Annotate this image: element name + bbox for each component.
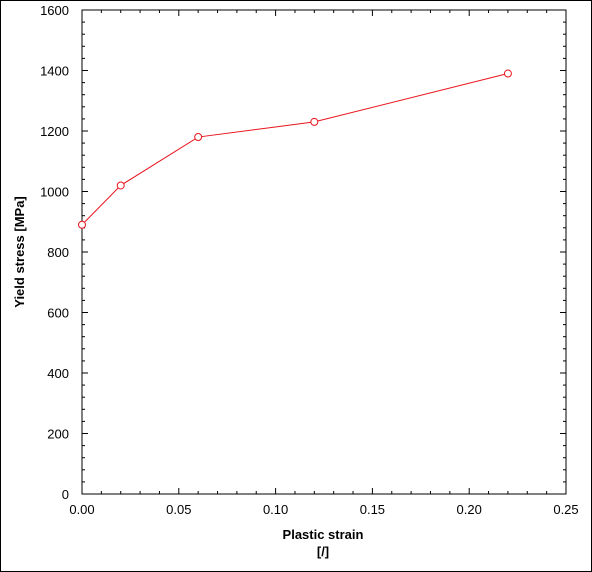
x-axis-ticks: 0.00 0.05 0.10 0.15 0.20 0.25 bbox=[69, 10, 579, 517]
y-tick-label: 600 bbox=[47, 306, 69, 321]
x-tick-label: 0.05 bbox=[166, 502, 191, 517]
x-tick-label: 0.20 bbox=[457, 502, 482, 517]
y-tick-label: 1000 bbox=[40, 185, 69, 200]
y-axis-title: Yield stress [MPa] bbox=[12, 196, 27, 308]
x-tick-label: 0.00 bbox=[69, 502, 94, 517]
series-layer bbox=[78, 69, 512, 229]
plot-area bbox=[81, 9, 567, 495]
y-tick-label: 0 bbox=[62, 487, 69, 502]
x-axis-title: Plastic strain bbox=[283, 527, 364, 542]
data-point bbox=[78, 220, 86, 229]
y-tick-label: 400 bbox=[47, 366, 69, 381]
x-tick-label: 0.15 bbox=[360, 502, 385, 517]
data-point bbox=[116, 181, 125, 190]
x-tick-label: 0.25 bbox=[553, 502, 578, 517]
data-point bbox=[194, 133, 203, 142]
x-axis-unit: [/] bbox=[317, 544, 329, 559]
y-tick-label: 1400 bbox=[40, 64, 69, 79]
y-tick-label: 200 bbox=[47, 427, 69, 442]
y-tick-label: 1600 bbox=[40, 3, 69, 18]
series-line bbox=[81, 73, 509, 226]
y-tick-label: 1200 bbox=[40, 124, 69, 139]
data-point bbox=[310, 117, 319, 126]
y-tick-label: 800 bbox=[47, 245, 69, 260]
y-axis-ticks: 0 200 400 600 800 1000 1200 1400 1600 bbox=[40, 3, 566, 502]
data-point bbox=[503, 69, 512, 78]
x-tick-label: 0.10 bbox=[263, 502, 288, 517]
